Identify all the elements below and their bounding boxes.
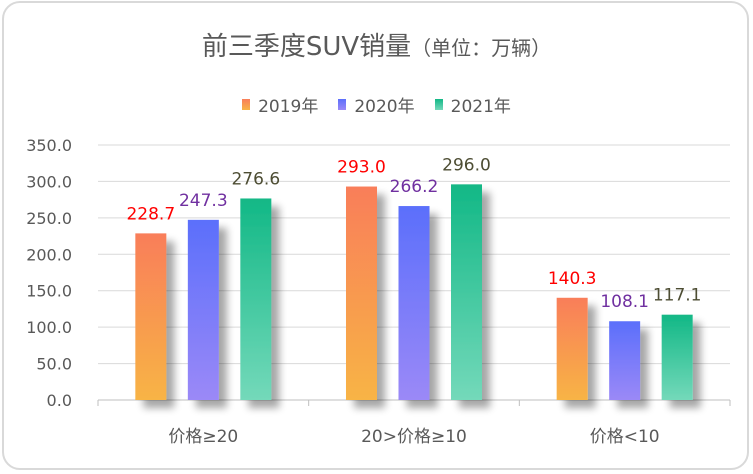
legend-swatch-2020 (338, 99, 347, 110)
data-label: 140.3 (548, 269, 597, 289)
y-tick-label: 50.0 (36, 355, 72, 374)
bar-2021[interactable] (661, 314, 693, 400)
bar-2019[interactable] (556, 297, 588, 400)
x-category-label: 20>价格≥10 (361, 427, 467, 447)
legend-label-2020: 2020年 (354, 97, 415, 117)
bar-2019[interactable] (135, 233, 167, 400)
chart-title: 前三季度SUV销量（单位：万辆） (0, 26, 753, 63)
legend-label-2019: 2019年 (258, 97, 319, 117)
y-tick-label: 0.0 (47, 391, 72, 410)
data-label: 247.3 (179, 191, 228, 211)
legend-item-2021[interactable]: 2021年 (434, 92, 511, 117)
data-label: 293.0 (337, 158, 386, 178)
y-tick-label: 250.0 (26, 209, 72, 228)
chart-legend: 2019年 2020年 2021年 (0, 92, 753, 117)
data-label: 228.7 (126, 204, 175, 224)
y-tick-label: 350.0 (26, 136, 72, 155)
x-category-label: 价格<10 (590, 427, 660, 447)
bar-2020[interactable] (398, 206, 430, 400)
legend-swatch-2019 (242, 99, 251, 110)
bar-2021[interactable] (451, 184, 482, 400)
x-category-label: 价格≥20 (168, 427, 238, 447)
y-tick-label: 150.0 (26, 282, 72, 301)
legend-swatch-2021 (434, 99, 443, 110)
y-tick-label: 100.0 (26, 318, 72, 337)
data-label: 266.2 (390, 177, 439, 197)
data-label: 108.1 (600, 292, 649, 312)
bar-2019[interactable] (346, 186, 377, 400)
legend-item-2020[interactable]: 2020年 (338, 92, 415, 117)
x-axis: 价格≥20 20>价格≥10 价格<10 (97, 399, 731, 447)
y-tick-label: 300.0 (26, 172, 72, 191)
bars (135, 184, 693, 400)
legend-item-2019[interactable]: 2019年 (242, 92, 318, 117)
chart-title-main: 前三季度SUV销量 (201, 32, 412, 62)
data-label: 117.1 (653, 286, 702, 306)
bar-2020[interactable] (187, 219, 219, 400)
legend-label-2021: 2021年 (450, 97, 511, 117)
bar-2021[interactable] (240, 198, 272, 400)
y-axis: 0.0 50.0 100.0 150.0 200.0 250.0 300.0 350.0 (26, 136, 72, 410)
data-label: 276.6 (231, 169, 280, 189)
data-label: 296.0 (442, 155, 491, 175)
y-tick-label: 200.0 (26, 245, 72, 264)
chart-title-unit: （单位：万辆） (411, 36, 552, 60)
bar-2020[interactable] (609, 321, 641, 400)
